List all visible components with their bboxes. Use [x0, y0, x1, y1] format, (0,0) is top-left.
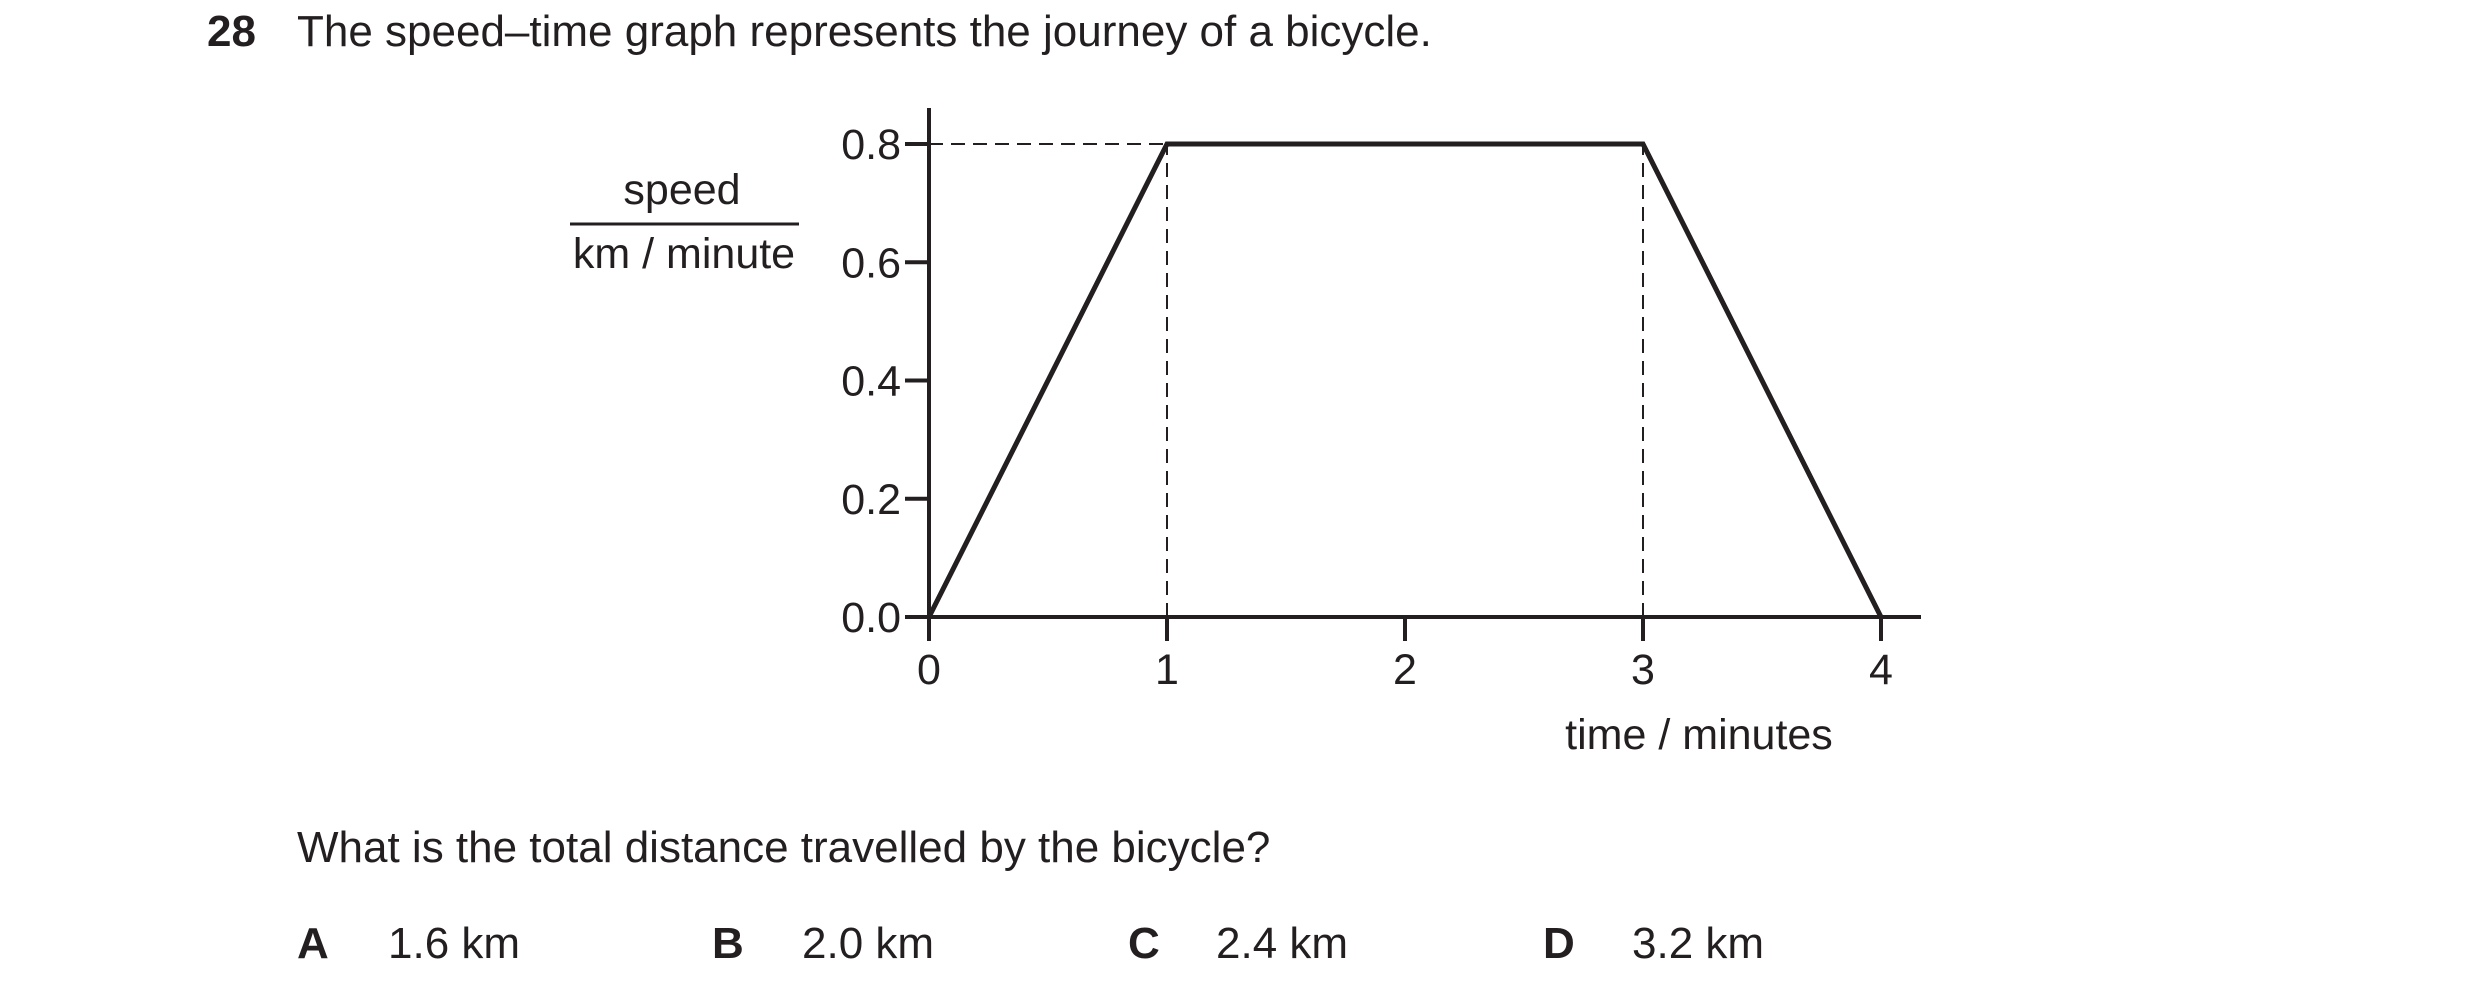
y-tick-label-2: 0.4	[841, 358, 901, 406]
option-d-value: 3.2 km	[1632, 919, 1765, 968]
question-text: The speed–time graph represents the jour…	[297, 7, 1432, 56]
y-tick-label-1: 0.2	[841, 476, 901, 524]
x-tick-label-4: 4	[1869, 646, 1893, 694]
option-c-letter: C	[1128, 919, 1160, 968]
y-axis-label-numerator: speed	[623, 166, 740, 214]
option-d-letter: D	[1543, 919, 1575, 968]
y-tick-label-3: 0.6	[841, 239, 901, 287]
option-c-value: 2.4 km	[1216, 919, 1349, 968]
option-b-letter: B	[712, 919, 744, 968]
option-a-value: 1.6 km	[388, 919, 521, 968]
x-tick-label-1: 1	[1155, 646, 1179, 694]
y-tick-label-0: 0.0	[841, 594, 901, 642]
y-axis-label-denominator: km / minute	[573, 230, 795, 278]
question-prompt: What is the total distance travelled by …	[297, 823, 1271, 872]
series-line-0	[926, 141, 1884, 619]
x-tick-label-3: 3	[1631, 646, 1655, 694]
option-b-value: 2.0 km	[802, 919, 935, 968]
question-number: 28	[207, 7, 256, 56]
option-a-letter: A	[297, 919, 329, 968]
y-tick-label-4: 0.8	[841, 121, 901, 169]
x-tick-label-2: 2	[1393, 646, 1417, 694]
x-axis-label: time / minutes	[1565, 711, 1833, 759]
x-tick-label-0: 0	[917, 646, 941, 694]
